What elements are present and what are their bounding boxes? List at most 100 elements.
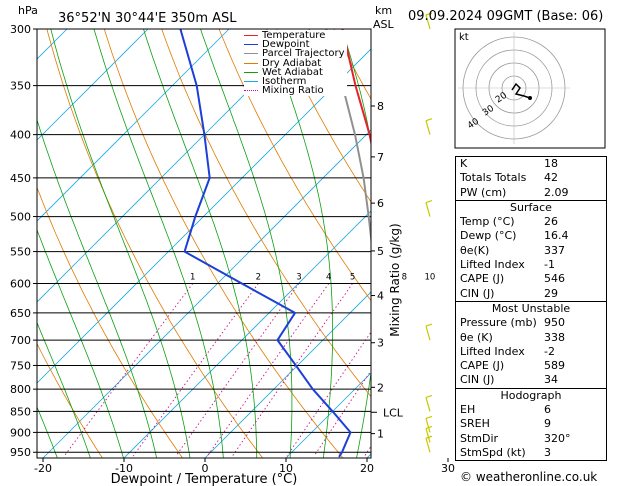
mixing-ratio-label: 1 — [190, 273, 195, 283]
isotherm-line — [42, 129, 371, 458]
x-tick-label: 0 — [202, 462, 209, 475]
wet-adiabat-line — [37, 118, 158, 458]
legend-item: Mixing Ratio — [244, 86, 345, 96]
km-tick-label: 6 — [377, 197, 384, 210]
legend-label: Isotherm — [262, 75, 307, 87]
legend-item: Wet Adiabat — [244, 66, 345, 78]
legend-swatch-isotherm — [244, 81, 258, 83]
mu-pressure-label: Pressure (mb) — [460, 316, 537, 330]
pressure-tick-label: 400 — [10, 129, 31, 142]
legend-item: Temperature — [244, 30, 345, 41]
wind-barb-staff — [425, 120, 431, 135]
dewp-value: 16.4 — [544, 229, 569, 243]
legend-swatch-dry-adiabat — [244, 62, 258, 64]
isotherm-line — [37, 29, 311, 303]
isotherm-line — [37, 29, 230, 222]
legend-label: Wet Adiabat — [262, 66, 323, 78]
legend-label: Temperature — [262, 30, 326, 41]
wind-barb-staff — [425, 418, 431, 433]
cape-value: 546 — [544, 272, 565, 286]
sounding-profiles — [179, 29, 371, 458]
isotherm-line — [37, 48, 371, 384]
wind-barb-flag — [425, 435, 433, 439]
pressure-tick-label: 450 — [10, 172, 31, 185]
dewpoint-line — [179, 29, 352, 458]
mixing-ratio-axis-label: Mixing Ratio (g/kg) — [388, 223, 402, 336]
pressure-tick-label: 900 — [10, 426, 31, 439]
legend-label: Parcel Trajectory — [262, 48, 345, 60]
legend-item: Parcel Trajectory — [244, 48, 345, 60]
x-tick-label: 20 — [360, 462, 374, 475]
location-title: 36°52'N 30°44'E 350m ASL — [58, 11, 237, 26]
mu-li-value: -2 — [544, 344, 555, 358]
km-tick-label: 3 — [377, 337, 384, 350]
x-axis-label: Dewpoint / Temperature (°C) — [111, 472, 298, 486]
wind-barb-staff — [425, 438, 431, 453]
pw-label: PW (cm) — [460, 185, 507, 199]
km-tick-label: 2 — [377, 381, 384, 394]
wind-barb-flag — [425, 394, 433, 398]
mixing-ratio-label: 2 — [256, 273, 261, 283]
legend-item: Dewpoint — [244, 39, 345, 51]
thetae-value: 337 — [544, 243, 565, 257]
wet-adiabat-line — [37, 228, 124, 458]
datetime-title: 09.09.2024 09GMT (Base: 06) — [408, 9, 603, 24]
mu-pressure-value: 950 — [544, 316, 565, 330]
storm-motion-marker — [528, 96, 532, 100]
x-tick-label: -10 — [115, 462, 133, 475]
wind-barb-flag — [425, 12, 433, 16]
wet-adiabat-line — [37, 406, 58, 458]
surface-title: Surface — [510, 200, 552, 214]
dry-adiabat-line — [161, 29, 371, 398]
x-tick-label: 30 — [441, 462, 455, 475]
legend-label: Dewpoint — [262, 39, 310, 51]
mu-cape-value: 589 — [544, 359, 565, 373]
mixing-ratio-label: 8 — [402, 273, 407, 283]
pressure-tick-label: 950 — [10, 446, 31, 459]
temp-value: 26 — [544, 215, 558, 229]
stmdir-label: StmDir — [460, 431, 499, 445]
most-unstable-title: Most Unstable — [491, 301, 571, 315]
wind-barb-flag — [425, 199, 433, 204]
totals-label: Totals Totals — [460, 171, 527, 185]
km-tick-label: 5 — [377, 245, 384, 258]
dry-adiabat-line — [46, 29, 264, 458]
pressure-tick-label: 500 — [10, 211, 31, 224]
hodograph-unit-label: kt — [459, 32, 469, 43]
pressure-tick-label: 800 — [10, 383, 31, 396]
x-tick-label: 10 — [279, 462, 293, 475]
wet-adiabat-line — [200, 29, 293, 458]
mixing-ratio-line — [286, 331, 371, 457]
eh-label: EH — [460, 403, 476, 417]
wet-adiabat-line — [143, 29, 258, 458]
mu-cape-label: CAPE (J) — [460, 359, 505, 373]
isotherm-line — [610, 29, 629, 458]
mixing-ratio-label: 5 — [350, 273, 355, 283]
cape-label: CAPE (J) — [460, 272, 505, 286]
isotherm-line — [204, 291, 371, 458]
pressure-tick-label: 750 — [10, 359, 31, 372]
wet-adiabat-line — [266, 29, 334, 458]
isotherm-line — [37, 29, 149, 141]
pressure-tick-label: 550 — [10, 246, 31, 259]
dry-adiabat-line — [37, 342, 103, 458]
cin-label: CIN (J) — [460, 286, 495, 300]
mixing-ratio-label: 3 — [296, 273, 301, 283]
mu-cin-value: 34 — [544, 373, 558, 387]
legend-item: Dry Adiabat — [244, 57, 345, 69]
dry-adiabat-line — [218, 29, 371, 302]
temp-label: Temp (°C) — [460, 215, 515, 229]
stmspd-label: StmSpd (kt) — [460, 445, 526, 459]
dry-adiabat-line — [276, 29, 371, 203]
mixing-ratio-line — [63, 283, 194, 457]
legend-label: Dry Adiabat — [262, 57, 322, 69]
km-label: km — [375, 4, 392, 17]
hodograph-box-title: Hodograph — [500, 388, 562, 402]
legend-swatch-parcel — [244, 53, 258, 55]
mixing-ratio-label: 4 — [326, 273, 331, 283]
k-value: 18 — [544, 157, 558, 170]
legend-item: Isotherm — [244, 75, 345, 87]
wind-barb-flag — [425, 425, 433, 430]
wind-barb-staff — [425, 14, 431, 30]
